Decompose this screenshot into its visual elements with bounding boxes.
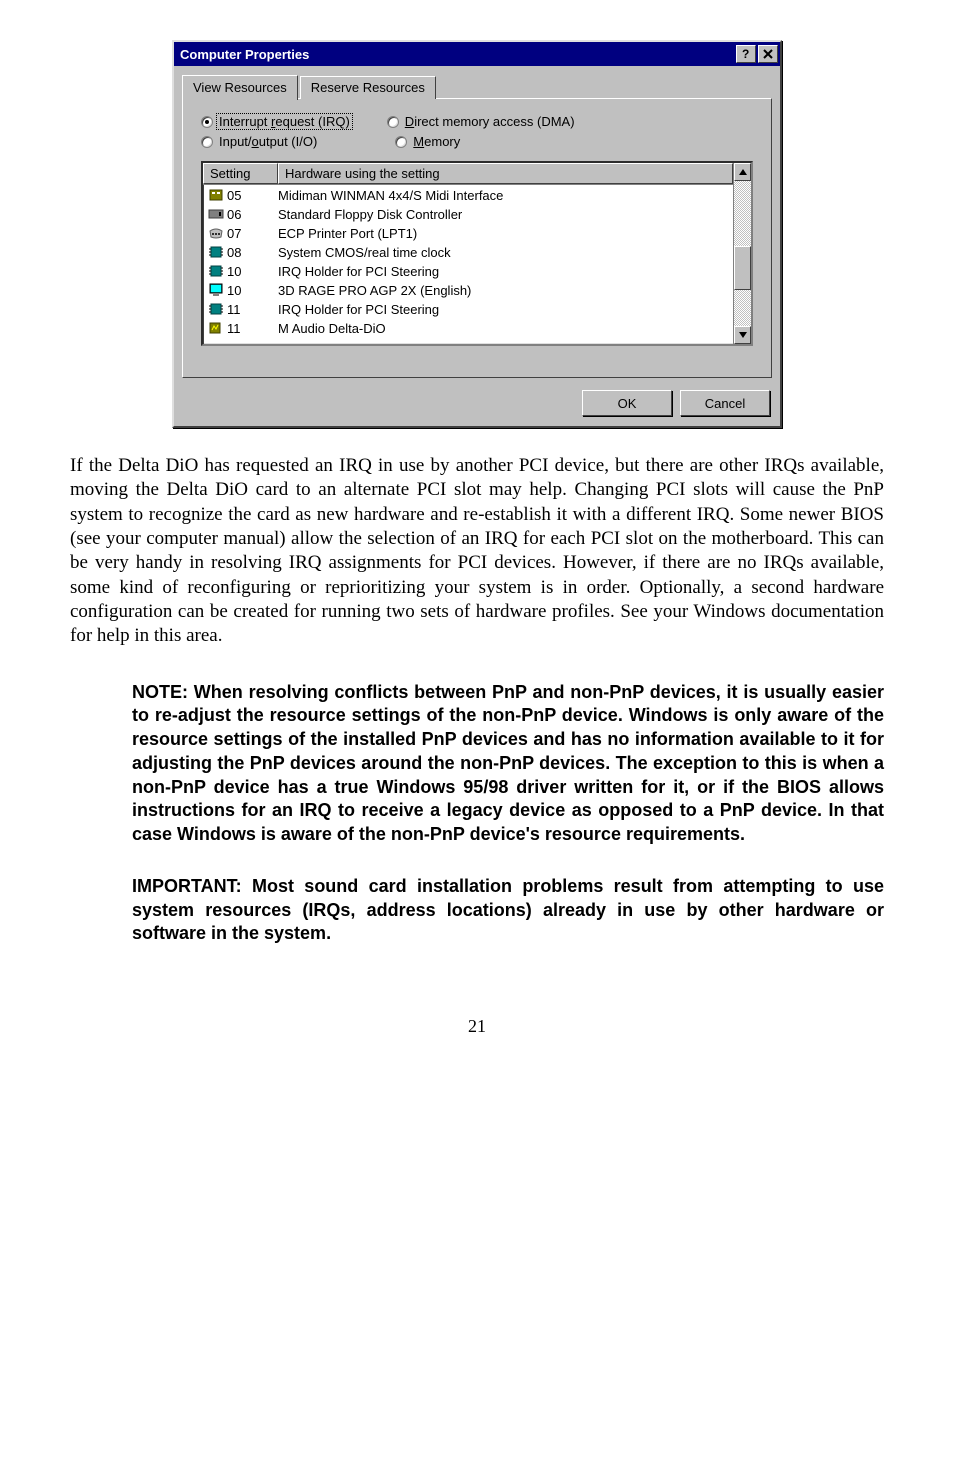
tab-reserve-resources[interactable]: Reserve Resources (300, 76, 436, 99)
svg-text:?: ? (742, 48, 749, 60)
list-item[interactable]: 10IRQ Holder for PCI Steering (203, 261, 733, 280)
scroll-down-button[interactable] (734, 326, 751, 344)
radio-dot-icon (395, 136, 407, 148)
chevron-up-icon (739, 169, 747, 175)
chip-icon (207, 301, 225, 317)
column-setting[interactable]: Setting (203, 163, 278, 184)
device-name: IRQ Holder for PCI Steering (278, 302, 729, 317)
irq-number: 10 (225, 264, 278, 279)
note-block: NOTE: When resolving conflicts between P… (132, 681, 884, 847)
device-name: M Audio Delta-DiO (278, 321, 729, 336)
scrollbar-thumb[interactable] (734, 246, 751, 290)
scroll-up-button[interactable] (734, 163, 751, 181)
computer-properties-dialog: Computer Properties ? View Resources Res… (172, 40, 782, 428)
device-name: ECP Printer Port (LPT1) (278, 226, 729, 241)
chip-icon (207, 263, 225, 279)
list-item[interactable]: 08System CMOS/real time clock (203, 242, 733, 261)
device-name: Midiman WINMAN 4x4/S Midi Interface (278, 188, 729, 203)
list-item[interactable]: 11M Audio Delta-DiO (203, 318, 733, 337)
irq-number: 11 (225, 302, 278, 317)
irq-number: 06 (225, 207, 278, 222)
tabstrip: View Resources Reserve Resources (182, 74, 772, 99)
chip-icon (207, 244, 225, 260)
irq-number: 11 (225, 321, 278, 336)
body-paragraph: If the Delta DiO has requested an IRQ in… (70, 454, 884, 649)
port-icon (207, 225, 225, 241)
device-name: 3D RAGE PRO AGP 2X (English) (278, 283, 729, 298)
list-item[interactable]: 103D RAGE PRO AGP 2X (English) (203, 280, 733, 299)
list-item[interactable]: 05Midiman WINMAN 4x4/S Midi Interface (203, 185, 733, 204)
scrollbar[interactable] (733, 163, 751, 344)
tab-body: Interrupt request (IRQ) Direct memory ac… (182, 98, 772, 378)
list-item[interactable]: 06Standard Floppy Disk Controller (203, 204, 733, 223)
radio-dot-icon (201, 136, 213, 148)
dialog-title: Computer Properties (180, 47, 309, 62)
important-block: IMPORTANT: Most sound card installation … (132, 875, 884, 946)
list-item[interactable]: 11IRQ Holder for PCI Steering (203, 299, 733, 318)
resource-listview: Setting Hardware using the setting 05Mid… (201, 161, 753, 346)
audio-icon (207, 320, 225, 336)
radio-io[interactable]: Input/output (I/O) (201, 134, 317, 149)
column-hardware[interactable]: Hardware using the setting (278, 163, 733, 184)
listview-header: Setting Hardware using the setting (203, 163, 733, 185)
display-icon (207, 282, 225, 298)
dialog-titlebar[interactable]: Computer Properties ? (174, 42, 780, 66)
radio-dma-label: Direct memory access (DMA) (405, 114, 575, 129)
radio-dma[interactable]: Direct memory access (DMA) (387, 113, 575, 130)
irq-number: 07 (225, 226, 278, 241)
ok-button[interactable]: OK (582, 390, 672, 416)
scrollbar-track[interactable] (734, 181, 751, 326)
floppy-icon (207, 206, 225, 222)
help-icon: ? (741, 48, 751, 60)
radio-dot-icon (201, 116, 213, 128)
radio-io-label: Input/output (I/O) (219, 134, 317, 149)
cancel-button[interactable]: Cancel (680, 390, 770, 416)
irq-number: 08 (225, 245, 278, 260)
close-button[interactable] (758, 45, 778, 63)
radio-memory[interactable]: Memory (395, 134, 460, 149)
radio-dot-icon (387, 116, 399, 128)
device-name: Standard Floppy Disk Controller (278, 207, 729, 222)
irq-number: 10 (225, 283, 278, 298)
tab-view-resources[interactable]: View Resources (182, 75, 298, 100)
irq-number: 05 (225, 188, 278, 203)
page-number: 21 (70, 1016, 884, 1037)
list-item[interactable]: 07ECP Printer Port (LPT1) (203, 223, 733, 242)
close-icon (763, 49, 773, 59)
device-name: System CMOS/real time clock (278, 245, 729, 260)
radio-irq-label: Interrupt request (IRQ) (216, 113, 353, 130)
device-name: IRQ Holder for PCI Steering (278, 264, 729, 279)
radio-irq[interactable]: Interrupt request (IRQ) (201, 113, 353, 130)
radio-mem-label: Memory (413, 134, 460, 149)
midi-icon (207, 187, 225, 203)
help-button[interactable]: ? (736, 45, 756, 63)
chevron-down-icon (739, 332, 747, 338)
